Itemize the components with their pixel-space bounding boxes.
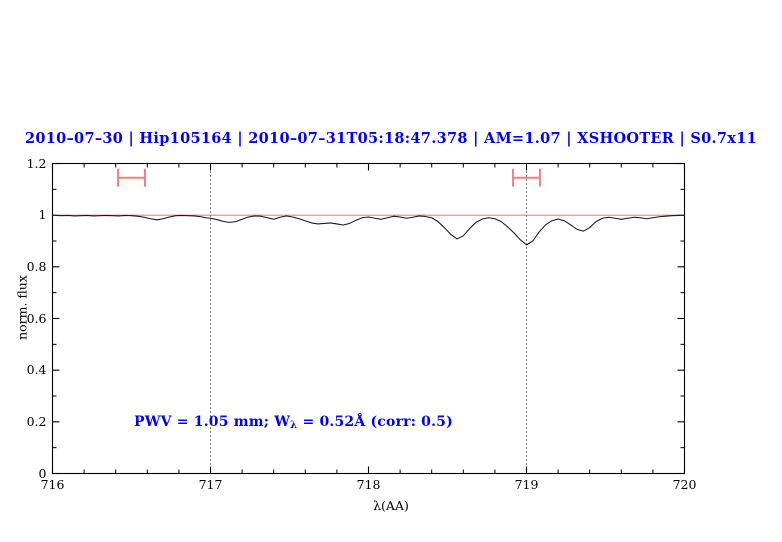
spectrum-trace [51,214,686,246]
x-tick-label-720: 720 [672,477,697,492]
y-tick-label-0.2: 0.2 [26,413,47,429]
x-axis-title: λ(AA) [373,498,409,513]
y-tick-label-0.4: 0.4 [26,362,47,378]
x-tick-label-716: 716 [40,477,65,492]
normalized-spectrum [51,214,686,246]
y-tick-label-1.2: 1.2 [26,155,47,171]
pwv-annotation: PWV = 1.05 mm; Wλ = 0.52Å (corr: 0.5) [134,414,453,431]
x-tick-label-719: 719 [514,477,539,492]
annotation-prefix: PWV = 1.05 mm; W [134,414,291,430]
y-tick-label-0: 0 [38,465,47,481]
annotation-subscript: λ [290,420,298,431]
plot-title: 2010–07–30 | Hip105164 | 2010–07–31T05:1… [24,130,758,147]
y-tick-label-0.6: 0.6 [26,310,47,326]
errorbar-right [512,168,541,187]
errorbar-left [117,168,146,187]
errorbar-markers [117,168,541,187]
annotation-suffix: = 0.52Å (corr: 0.5) [297,414,453,430]
x-tick-label-718: 718 [356,477,381,492]
x-tick-label-717: 717 [198,477,223,492]
y-tick-label-0.8: 0.8 [26,258,47,274]
y-tick-label-1: 1 [38,207,47,223]
